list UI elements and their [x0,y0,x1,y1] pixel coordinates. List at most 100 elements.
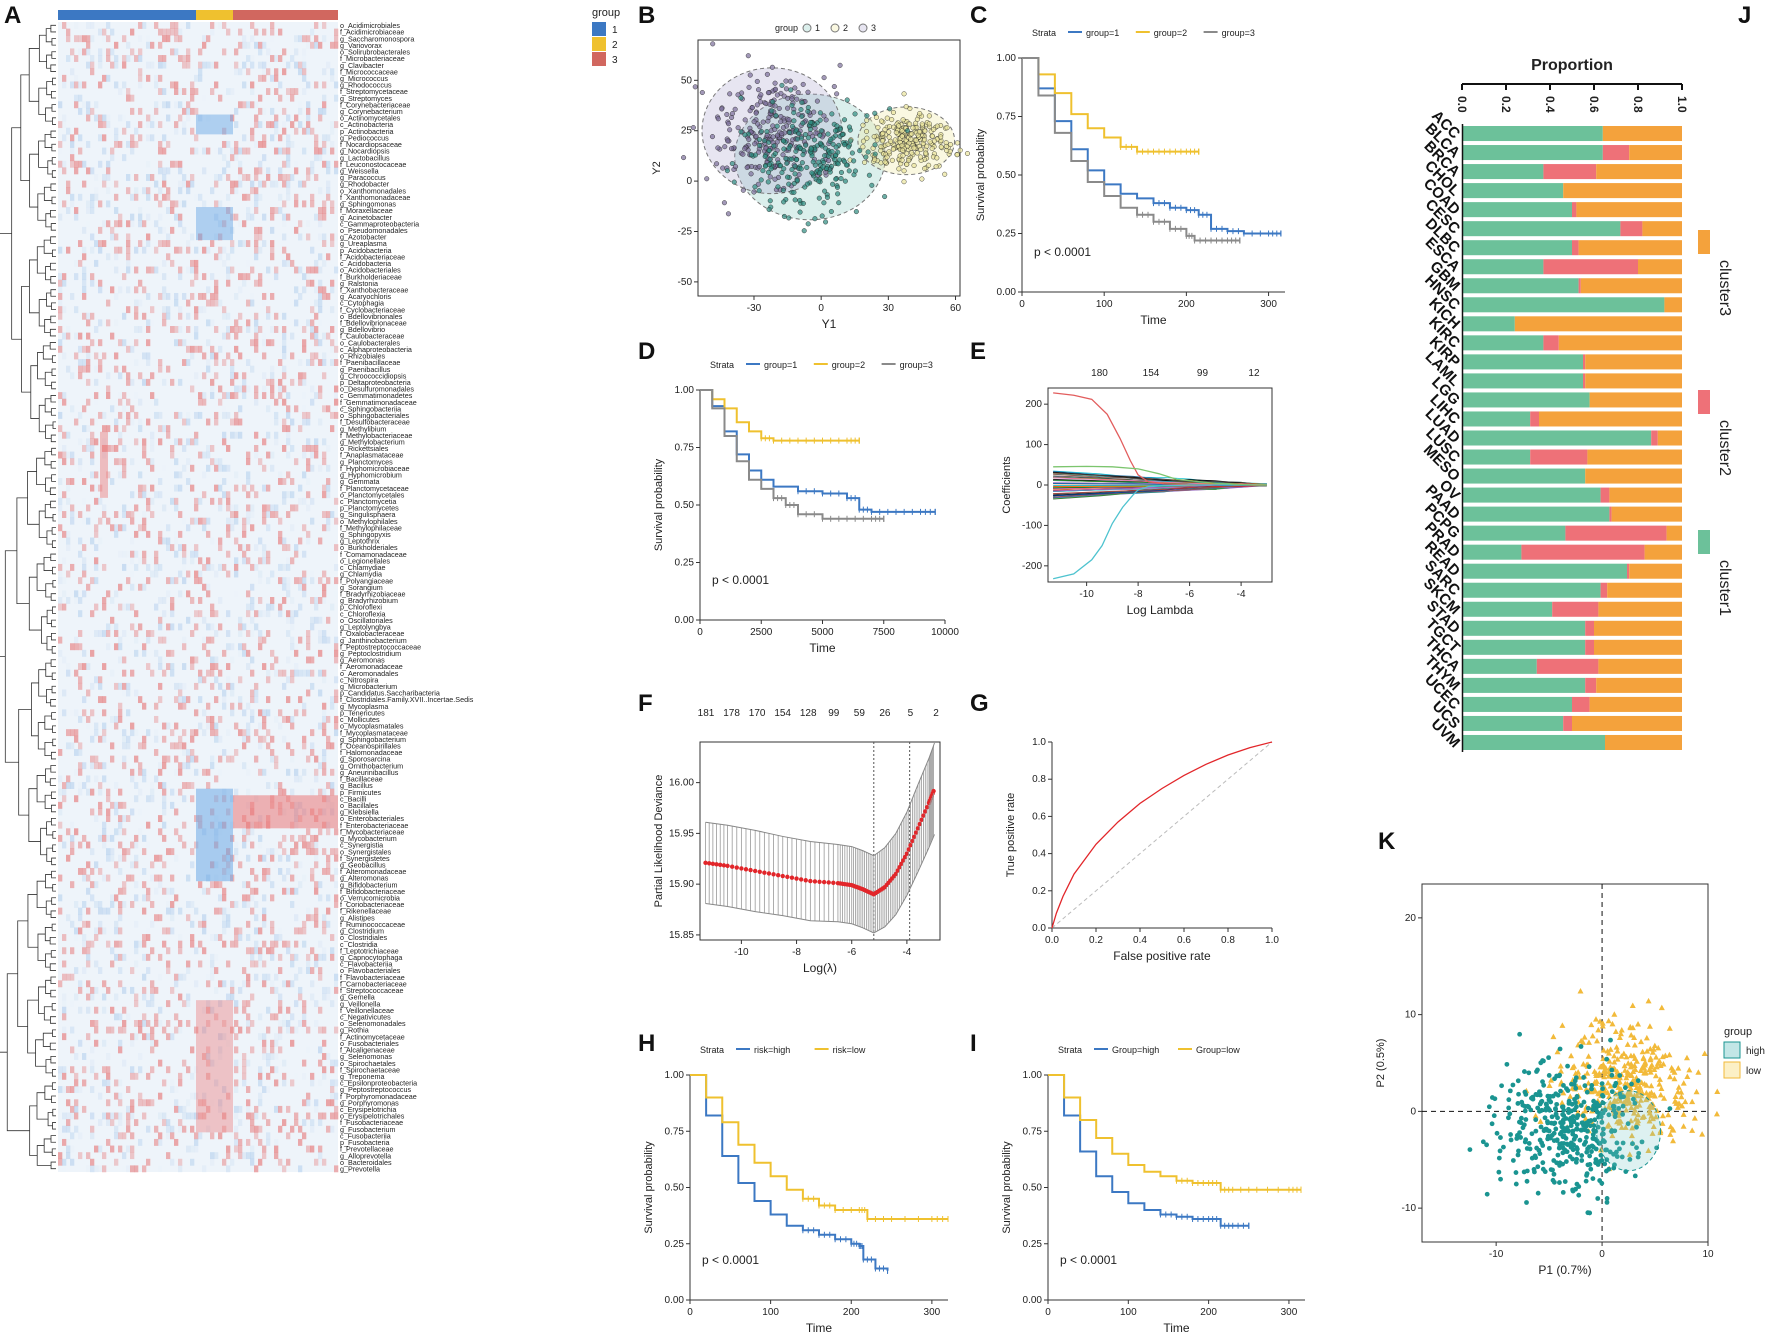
heatmap-cell [150,511,155,518]
heatmap-cell [110,260,114,267]
heatmap-cell [310,28,315,36]
heatmap-cell [202,517,207,525]
heatmap-cell [150,901,155,908]
heatmap-cell [90,848,95,856]
heatmap-cell [106,874,111,882]
heatmap-cell [322,134,327,142]
heatmap-cell [178,768,183,776]
heatmap-cell [98,1145,103,1153]
heatmap-cell [158,187,163,195]
heatmap-cell [114,233,119,241]
heatmap-cell [222,1112,227,1120]
dendrogram-branch [51,104,56,112]
scatter-b-point [822,188,828,194]
heatmap-cell [122,1006,127,1014]
heatmap-cell [78,550,83,558]
heatmap-cell [186,187,191,195]
heatmap-cell [322,458,327,466]
heatmap-cell [238,240,243,248]
heatmap-cell [234,927,239,935]
heatmap-cell [166,101,171,109]
heatmap-cell [78,980,83,988]
heatmap-cell [182,729,187,737]
heatmap-cell [294,114,299,122]
heatmap-cell [74,769,78,776]
heatmap-cell [82,557,87,565]
heatmap-cell [330,702,335,710]
heatmap-cell [138,524,143,532]
heatmap-cell [278,603,283,611]
heatmap-row-label: f_Nocardiopsaceae [340,140,402,149]
scatter-b-point [801,228,807,234]
heatmap-cell [110,444,115,452]
scatter-b-point [824,194,830,200]
scatter-b-point [785,105,791,111]
heatmap-cell [246,934,251,941]
heatmap-row-label: g_Methylobacterium [340,437,405,446]
heatmap-cell [222,306,227,314]
heatmap-cell [326,491,331,499]
heatmap-cell [270,1053,275,1060]
dendrogram-branch [49,1042,56,1051]
heatmap-cell [162,537,167,545]
heatmap-cell [242,273,247,281]
heatmap-cell [142,550,147,558]
heatmap-cell [322,207,327,214]
scatter-b-point [787,78,793,84]
heatmap-cell [334,266,339,274]
heatmap-cell [174,101,179,109]
heatmap-cell [122,524,127,532]
heatmap-cell [330,1066,335,1074]
heatmap-cell [162,88,167,96]
heatmap-cell [66,35,71,43]
scatter-b-point [778,163,784,169]
heatmap-cell [114,207,119,214]
heatmap-cell [266,696,271,704]
heatmap-cell [62,960,67,968]
heatmap-cell [290,980,295,988]
heatmap-cell [154,398,159,406]
heatmap-cell [218,563,223,571]
heatmap-row-label: o_Burkholderiales [340,543,398,552]
heatmap-cell [198,48,203,56]
heatmap-cell [302,372,307,380]
heatmap-cell [286,676,291,684]
heatmap-row-label: c_Chlamydiae [340,563,386,572]
heatmap-cell [146,339,151,347]
heatmap-row-label: p_Chloroflexi [340,603,382,612]
heatmap-cell [62,332,67,340]
heatmap-row-label: g_Aneurinibacillus [340,768,399,777]
heatmap-cell [94,240,99,248]
scatter-b-point [911,162,917,168]
heatmap-cell [282,544,287,552]
heatmap-cell [250,715,255,723]
heatmap-row-label: g_Selenomonas [340,1052,392,1061]
heatmap-cell [238,630,243,637]
km-c-x-tick-label: 100 [1096,299,1113,310]
heatmap-cell [246,359,251,366]
heatmap-cell [206,715,211,723]
scatter-b-point [831,84,837,90]
heatmap-cell [210,292,215,300]
heatmap-cell [286,213,291,221]
heatmap-cell [314,1105,319,1113]
heatmap-row-label: g_Veillonella [340,999,380,1008]
heatmap-cell [258,636,263,644]
heatmap-cell [238,696,243,704]
heatmap-cell [194,246,199,254]
heatmap-cell [102,927,107,935]
heatmap-cell [78,867,83,875]
heatmap-cell [158,140,163,148]
heatmap-cell [314,907,319,915]
heatmap-cell [230,187,235,195]
heatmap-cell [130,874,135,882]
scatter-b-point [880,138,886,144]
heatmap-cell [326,524,331,532]
scatter-b-point [864,128,870,134]
heatmap-cell [90,709,95,717]
scatter-b-point [817,170,823,176]
heatmap-cell [234,180,239,188]
dendrogram-branch [45,583,53,598]
heatmap-cell [290,616,295,624]
scatter-b-point [791,110,797,116]
